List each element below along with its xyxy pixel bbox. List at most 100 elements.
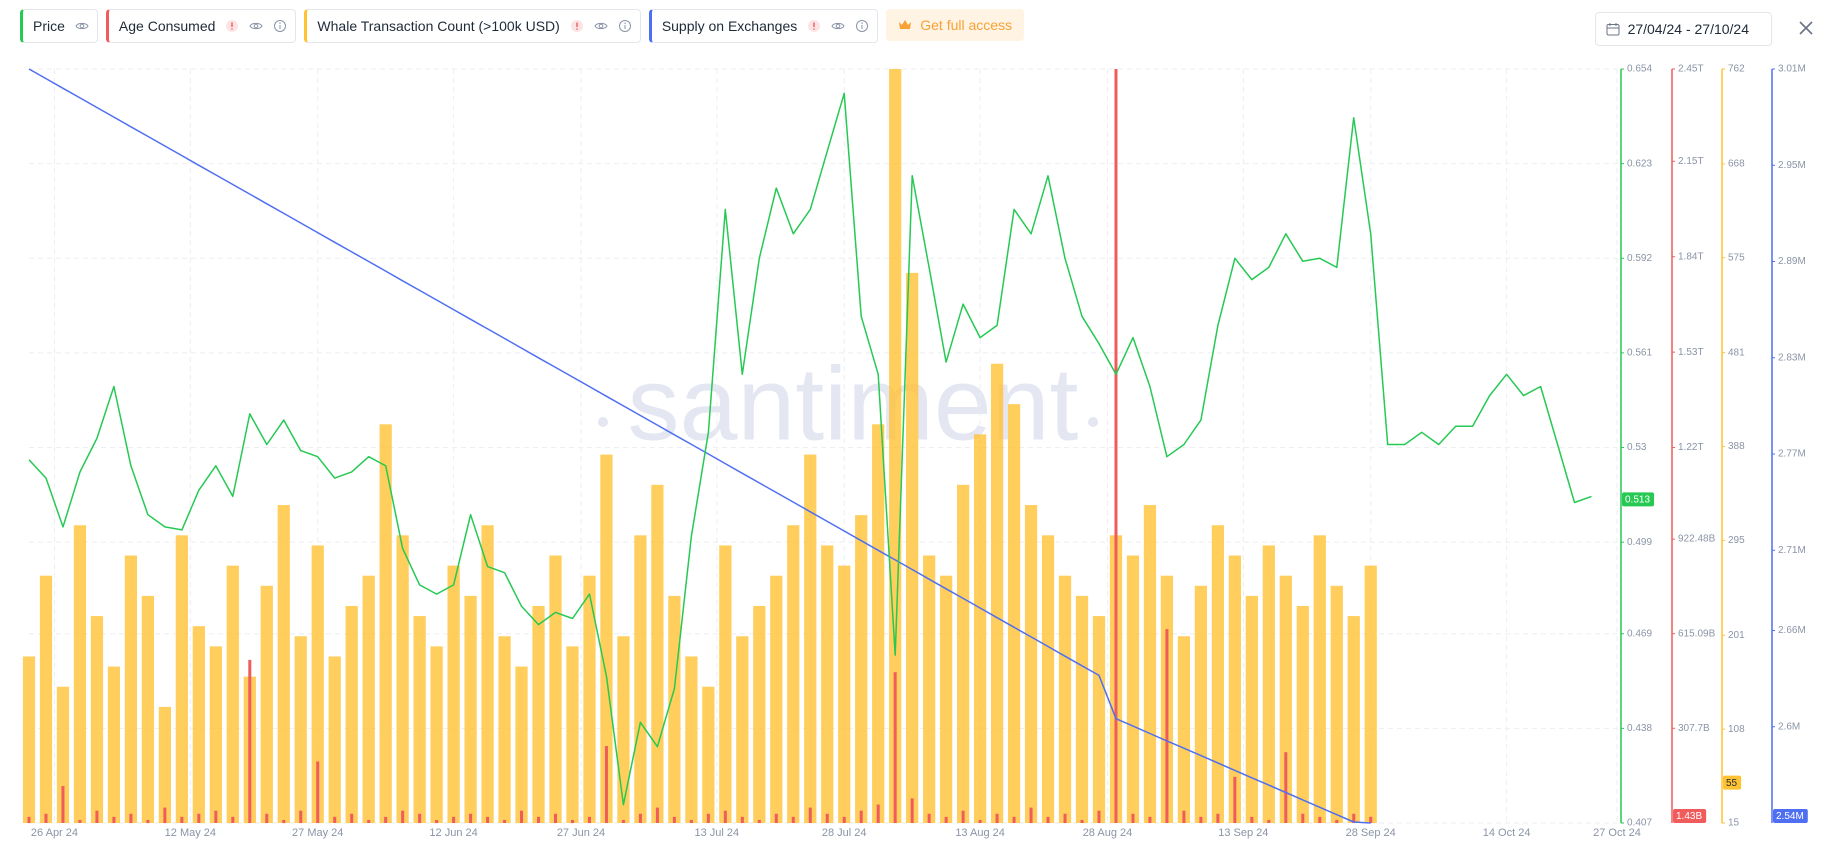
badge-label: 1.43B (1676, 811, 1702, 822)
y-tick-label: 3.01M (1778, 64, 1806, 75)
info-icon (274, 20, 287, 32)
bar (311, 545, 324, 823)
y-tick-label: 0.654 (1627, 64, 1652, 75)
eye-icon (831, 22, 845, 30)
y-tick-label: 0.469 (1627, 628, 1652, 639)
bar (1267, 819, 1271, 823)
y-tick-label: 0.592 (1627, 253, 1652, 264)
bar (299, 810, 303, 823)
bar (804, 454, 817, 823)
bar (214, 810, 218, 823)
bar (600, 454, 613, 823)
bar (1182, 810, 1186, 823)
cta-label: Get full access (920, 17, 1013, 33)
legend: Price Age Consumed Whale Transaction Count… (20, 9, 1025, 43)
y-tick-label: 0.623 (1627, 158, 1652, 169)
bar (570, 819, 574, 823)
cta-button[interactable]: Get full access (886, 9, 1025, 41)
bar (158, 706, 171, 823)
bar (209, 646, 222, 823)
bar (447, 565, 460, 823)
bar (1148, 816, 1152, 823)
bar (855, 515, 868, 823)
bar (1177, 636, 1191, 823)
bar (944, 816, 948, 823)
legend-item[interactable]: Whale Transaction Count (>100k USD) (304, 9, 641, 43)
x-tick-label: 28 Jul 24 (822, 827, 867, 839)
bar (537, 816, 541, 823)
bar (1330, 585, 1343, 823)
bar (651, 484, 664, 823)
x-tick-label: 13 Aug 24 (955, 827, 1005, 839)
x-tick-label: 27 May 24 (292, 827, 343, 839)
bar (842, 816, 846, 823)
y-tick-label: 307.7B (1678, 723, 1710, 734)
date-range[interactable]: 27/04/24 - 27/10/24 (1594, 12, 1772, 46)
legend-item[interactable]: Price (20, 9, 98, 43)
series-line (28, 68, 1371, 824)
y-tick-label: 2.95M (1778, 160, 1806, 171)
close-button[interactable] (1798, 20, 1814, 36)
bar (889, 69, 902, 823)
bar (940, 575, 953, 823)
bar (774, 813, 778, 823)
bar (990, 363, 1004, 823)
bar (1046, 816, 1050, 823)
y-tick-label: 0.499 (1627, 537, 1652, 548)
bar (1369, 816, 1373, 823)
y-tick-label: 575 (1728, 252, 1745, 263)
badge-label: 55 (1726, 778, 1738, 789)
y-tick-label: 15 (1728, 818, 1740, 829)
bar (1126, 555, 1140, 823)
bar (978, 819, 982, 823)
x-tick-label: 12 Jun 24 (429, 827, 477, 839)
bar (668, 595, 681, 823)
badge-label: 0.513 (1625, 495, 1650, 506)
bar (95, 810, 99, 823)
bar (430, 646, 443, 823)
watermark-dot (1088, 417, 1098, 427)
current-value-badge: 55 (1723, 775, 1742, 790)
bar (554, 813, 558, 823)
eye-icon (249, 22, 263, 30)
bar (638, 813, 642, 823)
crown-icon (899, 20, 912, 29)
y-tick-label: 388 (1728, 441, 1745, 452)
bar (859, 810, 863, 823)
legend-item[interactable]: Supply on Exchanges (648, 9, 879, 43)
bar (672, 816, 676, 823)
bar (1364, 565, 1377, 823)
bar (1279, 575, 1292, 823)
bar (112, 816, 116, 823)
bar (1092, 616, 1106, 823)
bar (1075, 595, 1089, 823)
bar (124, 555, 138, 823)
bar (1063, 813, 1067, 823)
bar (753, 605, 766, 823)
bar (1143, 505, 1157, 823)
y-tick-label: 2.6M (1778, 721, 1800, 732)
bar (1352, 813, 1356, 823)
y-tick-label: 0.53 (1627, 442, 1647, 453)
bar (226, 565, 239, 823)
x-tick-label: 26 Apr 24 (31, 827, 78, 839)
bar (328, 656, 341, 823)
bar (1007, 404, 1021, 823)
bar (821, 545, 834, 823)
bar (22, 656, 36, 823)
legend-item[interactable]: Age Consumed (105, 9, 297, 43)
y-tick-label: 2.45T (1678, 64, 1704, 75)
bar (634, 535, 647, 823)
bar (927, 813, 931, 823)
bar (838, 565, 851, 823)
bar (1216, 813, 1220, 823)
bar (282, 819, 286, 823)
bar (345, 605, 358, 823)
legend-label: Whale Transaction Count (>100k USD) (317, 18, 560, 34)
bar (1284, 752, 1288, 823)
legend-label: Supply on Exchanges (661, 18, 798, 34)
bar (464, 595, 477, 823)
y-tick-label: 668 (1728, 159, 1745, 170)
